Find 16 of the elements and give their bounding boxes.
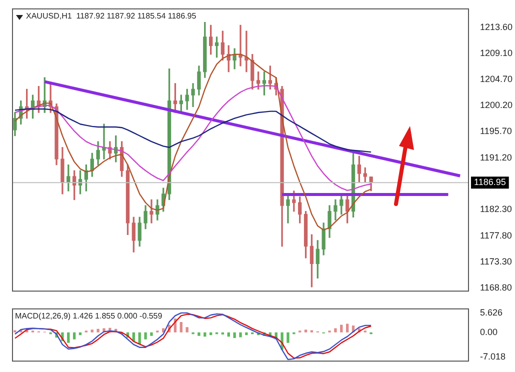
y-tick-label: 1191.20	[480, 152, 512, 162]
y-tick-label: 1182.30	[480, 204, 512, 214]
y-tick-label: 1204.70	[480, 74, 513, 84]
y-tick-label: -7.018	[480, 351, 506, 362]
y-tick-label: 1177.80	[480, 230, 512, 240]
y-tick-label: 1173.30	[480, 256, 512, 266]
y-tick-label: 1168.80	[480, 282, 512, 293]
y-tick-label: 1200.20	[480, 100, 513, 110]
chart-title: MACD(12,26,9) 1.426 1.855 0.000 -0.559	[15, 312, 163, 321]
y-tick-label: 1213.60	[480, 22, 513, 32]
y-tick-label: 1195.70	[480, 126, 512, 136]
y-tick-label: 5.626	[480, 307, 503, 318]
y-tick-label: 0.00	[480, 326, 498, 337]
ref-line-label: 1186.95	[474, 177, 506, 188]
y-tick-label: 1209.10	[480, 48, 513, 58]
chart-title: XAUUSD,H1 1187.92 1187.92 1185.54 1186.95	[26, 12, 197, 21]
